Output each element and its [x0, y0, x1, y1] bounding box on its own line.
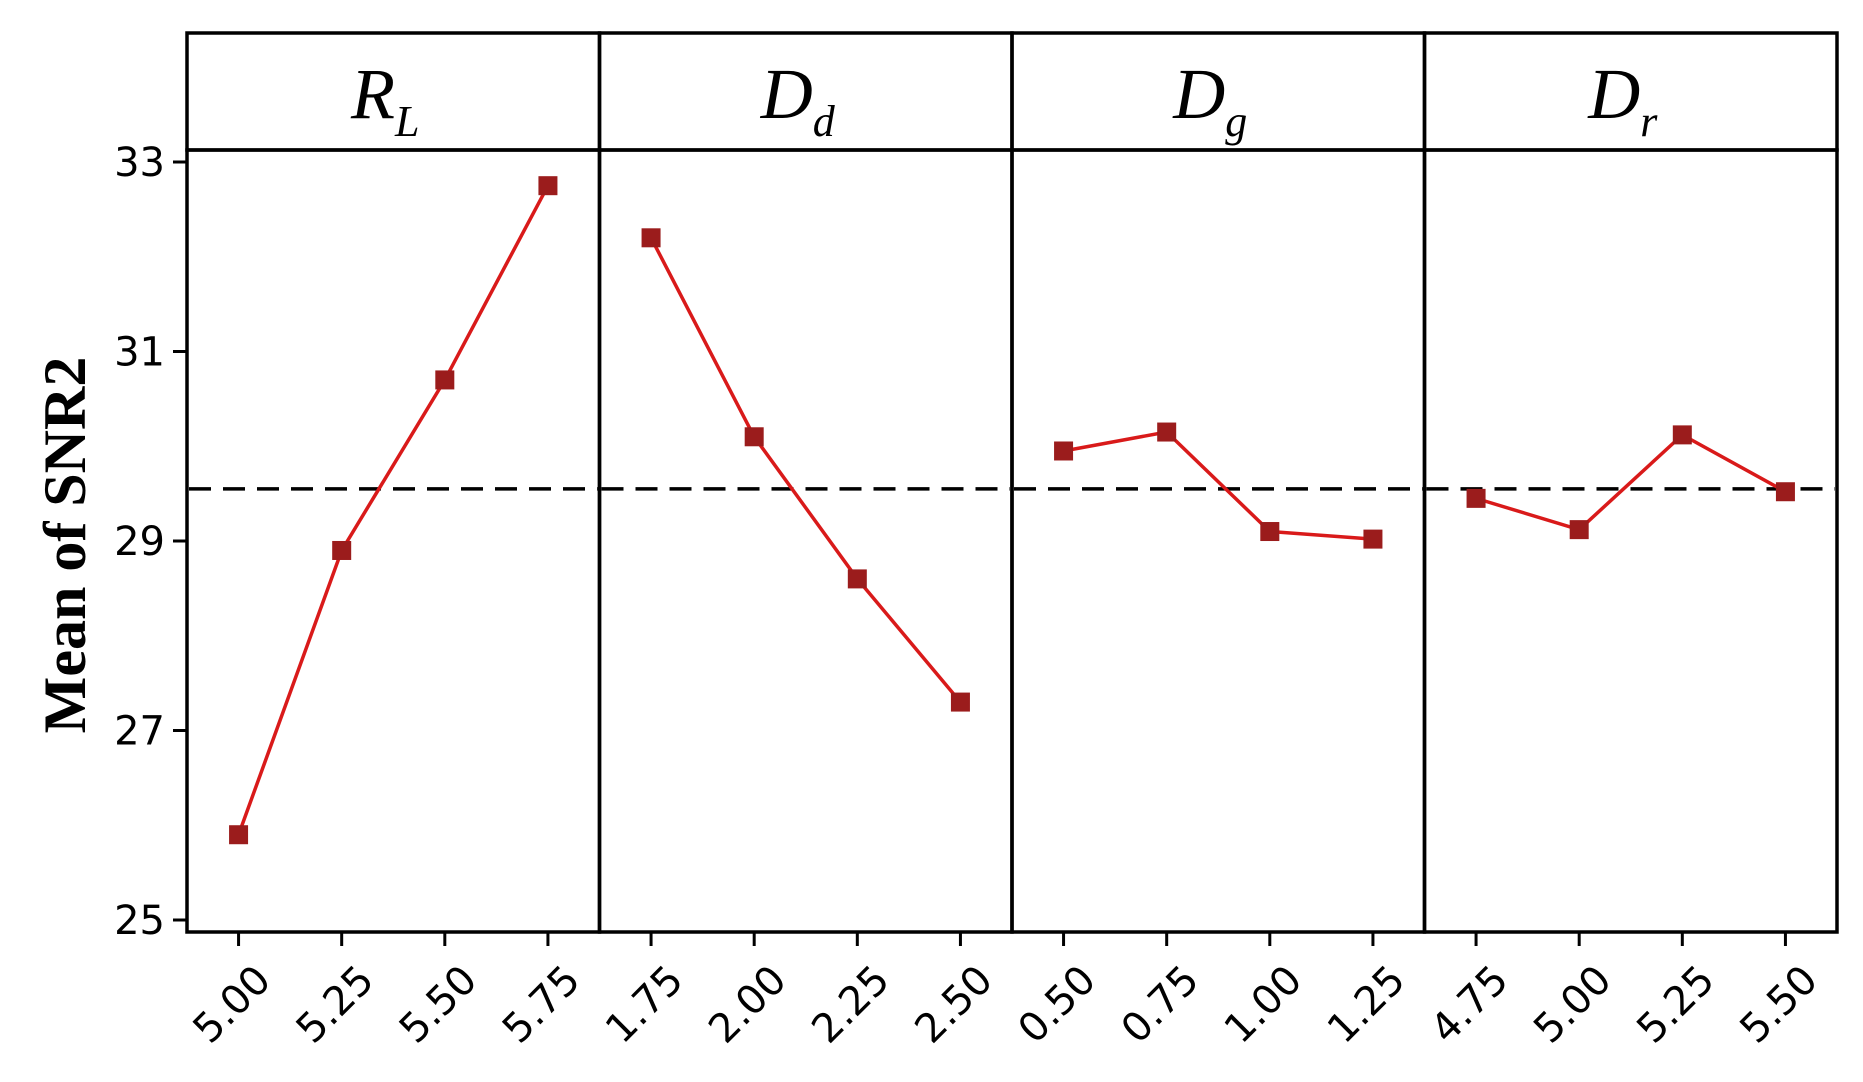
data-point-marker	[1569, 520, 1589, 540]
x-tick-label: 2.00	[700, 957, 796, 1053]
panel-title: Dr	[1587, 54, 1658, 146]
x-tick-label: 1.25	[1319, 957, 1415, 1053]
data-point-marker	[538, 176, 558, 196]
panel-r-l: RL 5.00 5.25 5.50 5.75	[184, 31, 602, 1053]
y-tick-label: 27	[114, 709, 165, 755]
y-tick-label: 25	[114, 898, 165, 944]
panel-d-d: Dd 1.75 2.00 2.25 2.50	[597, 31, 1014, 1053]
panel-title-subscript: d	[813, 97, 836, 146]
data-point-marker	[1775, 482, 1795, 502]
panel-plot-frame	[597, 148, 1014, 934]
x-tick-label: 0.50	[1009, 957, 1105, 1053]
panel-title-main: R	[350, 54, 395, 134]
y-tick-label: 31	[114, 330, 165, 376]
data-point-marker	[332, 540, 352, 560]
data-point-marker	[641, 228, 661, 248]
x-tick-label: 5.75	[494, 957, 590, 1053]
series-line	[1063, 430, 1374, 541]
x-tick-label: 4.75	[1422, 957, 1518, 1053]
data-point-marker	[229, 825, 249, 845]
data-point-marker	[744, 427, 764, 447]
panel-plot-frame	[1422, 148, 1839, 934]
panel-plot-frame	[185, 148, 602, 934]
panel-title-main: D	[1172, 54, 1225, 134]
panel-title: RL	[350, 54, 419, 146]
y-tick-label: 29	[114, 519, 165, 565]
data-point-marker	[1466, 488, 1486, 508]
panel-title: Dg	[1172, 54, 1247, 146]
data-point-marker	[847, 569, 867, 589]
x-tick-label: 2.50	[906, 957, 1002, 1053]
x-tick-label: 0.75	[1113, 957, 1209, 1053]
data-point-marker	[1363, 529, 1383, 549]
panel-title-main: D	[1587, 54, 1640, 134]
panel-d-g: Dg 0.50 0.75 1.00 1.25	[1009, 31, 1427, 1053]
x-tick-label: 1.00	[1216, 957, 1312, 1053]
x-tick-label: 5.00	[1525, 957, 1621, 1053]
panel-title-subscript: r	[1640, 97, 1658, 146]
data-point-marker	[1157, 422, 1177, 442]
x-tick-label: 5.25	[288, 957, 384, 1053]
panel-title: Dd	[760, 54, 836, 146]
data-point-marker	[435, 370, 455, 390]
panel-title-main: D	[760, 54, 813, 134]
series-line	[236, 184, 550, 836]
panel-plot-frame	[1010, 148, 1427, 934]
series-line	[1475, 432, 1787, 532]
x-tick-label: 1.75	[597, 957, 693, 1053]
series-line	[649, 236, 962, 704]
axes-layer: 25 27 29 31 33	[114, 140, 187, 944]
y-tick-label: 33	[114, 140, 165, 186]
x-tick-label: 5.25	[1628, 957, 1724, 1053]
panel-d-r: Dr 4.75 5.00 5.25 5.50	[1422, 31, 1839, 1053]
panel-title-subscript: g	[1225, 97, 1247, 146]
y-axis-label: Mean of SNR2	[32, 357, 98, 734]
data-point-marker	[1054, 441, 1074, 461]
x-tick-label: 5.50	[1731, 957, 1827, 1053]
data-point-marker	[1672, 425, 1692, 445]
x-tick-label: 2.25	[803, 957, 899, 1053]
panel-title-subscript: L	[394, 97, 419, 146]
x-tick-label: 5.50	[391, 957, 487, 1053]
x-tick-label: 5.00	[184, 957, 280, 1053]
data-point-marker	[1260, 522, 1280, 542]
data-point-marker	[950, 692, 970, 712]
